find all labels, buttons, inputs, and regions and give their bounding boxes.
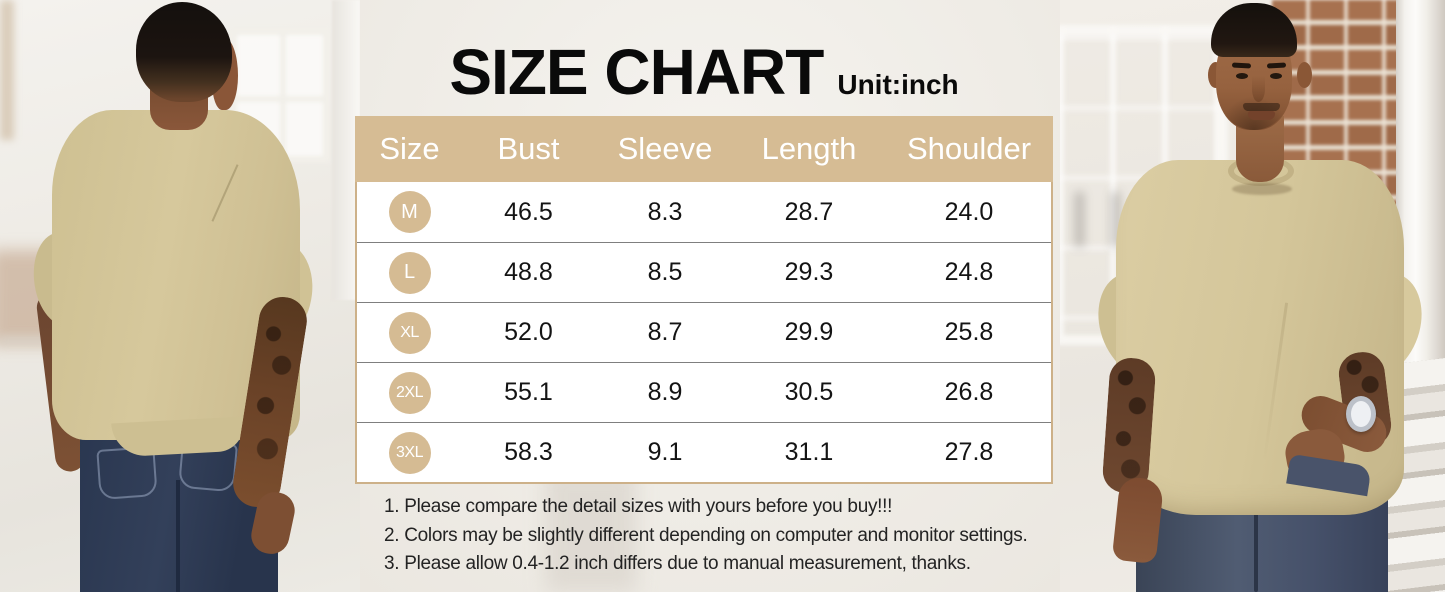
model-front-hair: [1211, 3, 1297, 57]
left-background-door-sliver: [0, 0, 14, 140]
model-nose: [1252, 76, 1265, 102]
size-badge-l: L: [388, 251, 431, 294]
page-title: SIZE CHART: [449, 36, 824, 108]
note-line-1: 1. Please compare the detail sizes with …: [384, 496, 893, 517]
column-header-length: Length: [761, 131, 857, 166]
sleeve-cell: 8.9: [647, 378, 683, 406]
size-badge-xl: XL: [388, 311, 431, 354]
size-cell: 3XL: [357, 431, 462, 474]
note-line-2: 2. Colors may be slightly different depe…: [384, 524, 1028, 546]
column-header-shoulder: Shoulder: [906, 131, 1032, 166]
table-row-xl: XL 52.0 8.7 29.9 25.8: [357, 302, 1051, 362]
length-cell: 31.1: [784, 438, 834, 466]
length-cell: 29.9: [784, 318, 834, 346]
notes: 1. Please compare the detail sizes with …: [384, 493, 1064, 579]
model-eyebrow: [1266, 62, 1287, 69]
table-row-l: L 48.8 8.5 29.3 24.8: [357, 242, 1051, 302]
model-front-ear: [1297, 62, 1312, 88]
bust-cell: 58.3: [504, 438, 553, 466]
left-photo-model-back: [0, 0, 360, 592]
sleeve-cell: 8.7: [647, 318, 683, 346]
note-line-3: 3. Please allow 0.4-1.2 inch differs due…: [384, 553, 971, 574]
length-cell: 29.3: [784, 258, 834, 286]
bust-cell: 48.8: [504, 258, 553, 286]
table-body: M 46.5 8.3 28.7 24.0 L 48.8 8.5 29.3 24.…: [355, 182, 1053, 484]
length-cell: 28.7: [784, 197, 834, 226]
wrist-watch: [1346, 396, 1376, 432]
table-header-row: Size Bust Sleeve Length Shoulder: [355, 116, 1053, 182]
size-chart-table: Size Bust Sleeve Length Shoulder M 46.5 …: [355, 116, 1053, 484]
size-cell: M: [357, 191, 462, 233]
sleeve-cell: 8.5: [647, 258, 683, 286]
length-cell: 30.5: [784, 378, 834, 406]
sleeve-cell: 9.1: [647, 438, 683, 466]
table-row-2xl: 2XL 55.1 8.9 30.5 26.8: [357, 362, 1051, 422]
model-eyebrow: [1231, 62, 1252, 69]
size-badge-m: M: [388, 191, 431, 233]
bust-cell: 55.1: [504, 378, 553, 406]
table-row-m: M 46.5 8.3 28.7 24.0: [357, 182, 1051, 242]
size-badge-2xl: 2XL: [388, 371, 431, 414]
model-mustache: [1243, 103, 1280, 111]
model-front-left-hand: [1111, 475, 1165, 565]
collar-shadow: [1232, 183, 1292, 195]
column-header-bust: Bust: [497, 131, 560, 166]
shoulder-cell: 24.8: [944, 258, 994, 286]
bust-cell: 52.0: [504, 318, 553, 346]
column-header-size: Size: [379, 131, 440, 166]
column-header-sleeve: Sleeve: [617, 131, 713, 166]
size-cell: 2XL: [357, 371, 462, 414]
model-front-tattooed-left-arm: [1101, 356, 1157, 495]
right-photo-model-front: [1060, 0, 1445, 592]
size-cell: XL: [357, 311, 462, 354]
shoulder-cell: 26.8: [944, 378, 994, 406]
size-cell: L: [357, 251, 462, 294]
title: SIZE CHART Unit:inch: [355, 26, 1053, 104]
shoulder-cell: 27.8: [944, 438, 994, 466]
model-eye: [1270, 73, 1282, 79]
blurred-background-pillar: [545, 468, 637, 592]
shoulder-cell: 24.0: [944, 197, 994, 226]
unit-label: Unit:inch: [837, 69, 959, 100]
model-back-hair: [136, 2, 232, 102]
model-lips: [1248, 111, 1275, 120]
size-badge-3xl: 3XL: [388, 431, 431, 474]
sleeve-cell: 8.3: [647, 197, 683, 226]
tshirt-front: [1116, 160, 1404, 515]
table-row-3xl: 3XL 58.3 9.1 31.1 27.8: [357, 422, 1051, 482]
bust-cell: 46.5: [504, 197, 553, 226]
shoulder-cell: 25.8: [944, 318, 994, 346]
model-eye: [1236, 73, 1248, 79]
